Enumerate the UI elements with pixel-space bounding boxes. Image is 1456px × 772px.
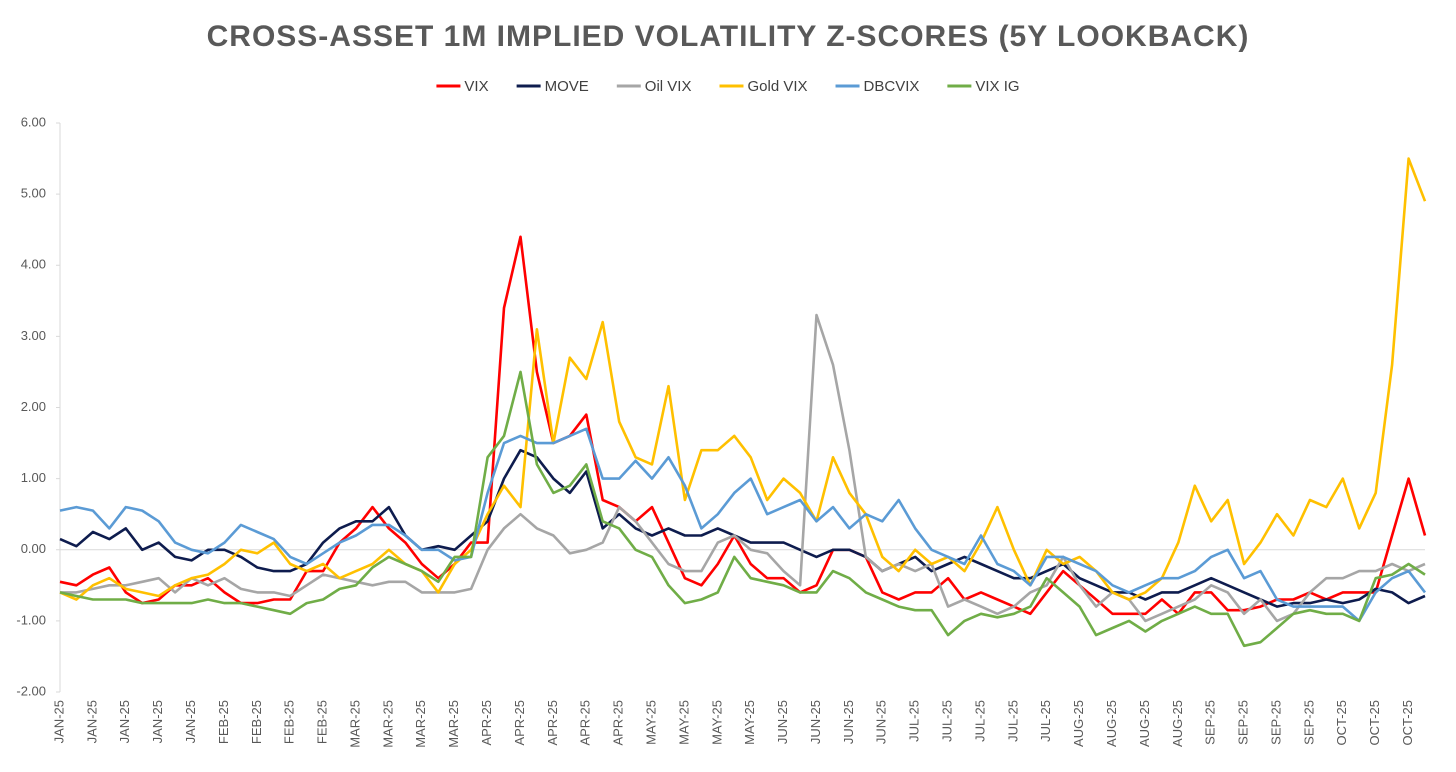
x-tick-label: APR-25: [479, 700, 494, 746]
x-tick-label: AUG-25: [1104, 700, 1119, 747]
y-tick-label: 4.00: [21, 257, 46, 272]
legend-label: VIX IG: [975, 78, 1019, 95]
x-tick-label: APR-25: [611, 700, 626, 746]
legend-label: Oil VIX: [645, 78, 692, 95]
x-tick-label: JUN-25: [874, 700, 889, 744]
x-tick-label: MAY-25: [709, 700, 724, 745]
x-tick-label: JAN-25: [150, 700, 165, 743]
y-tick-label: 0.00: [21, 541, 46, 556]
y-tick-label: 2.00: [21, 399, 46, 414]
x-tick-label: JAN-25: [51, 700, 66, 743]
series-line: [59, 370, 1426, 648]
x-tick-label: JUL-25: [907, 700, 922, 742]
x-tick-label: SEP-25: [1301, 700, 1316, 745]
series-line: [60, 313, 1426, 623]
chart-title: CROSS-ASSET 1M IMPLIED VOLATILITY Z-SCOR…: [207, 20, 1250, 53]
legend-label: VIX: [464, 78, 488, 95]
series-line: [59, 448, 1426, 608]
y-tick-label: -1.00: [16, 612, 46, 627]
x-tick-label: APR-25: [512, 700, 527, 746]
x-tick-label: JUL-25: [972, 700, 987, 742]
x-tick-label: MAY-25: [676, 700, 691, 745]
x-tick-label: JAN-25: [183, 700, 198, 743]
series-line: [59, 427, 1427, 623]
legend-label: MOVE: [545, 78, 589, 95]
x-tick-label: JUN-25: [841, 700, 856, 744]
x-tick-label: JUL-25: [1005, 700, 1020, 742]
x-tick-label: AUG-25: [1170, 700, 1185, 747]
x-tick-label: JUL-25: [1038, 700, 1053, 742]
y-tick-label: 3.00: [21, 328, 46, 343]
x-tick-label: JAN-25: [117, 700, 132, 743]
y-tick-label: -2.00: [16, 683, 46, 698]
x-tick-label: APR-25: [545, 700, 560, 746]
x-tick-label: SEP-25: [1203, 700, 1218, 745]
x-tick-label: FEB-25: [282, 700, 297, 744]
x-tick-label: MAY-25: [742, 700, 757, 745]
x-tick-label: SEP-25: [1268, 700, 1283, 745]
x-tick-label: MAR-25: [413, 700, 428, 748]
x-tick-label: OCT-25: [1367, 700, 1382, 746]
x-tick-label: AUG-25: [1071, 700, 1086, 747]
legend-label: Gold VIX: [747, 78, 807, 95]
y-tick-label: 6.00: [21, 114, 46, 129]
x-tick-label: FEB-25: [216, 700, 231, 744]
x-tick-label: JUN-25: [808, 700, 823, 744]
x-tick-label: JUL-25: [940, 700, 955, 742]
x-tick-label: OCT-25: [1334, 700, 1349, 746]
x-tick-label: MAR-25: [380, 700, 395, 748]
x-tick-label: MAR-25: [347, 700, 362, 748]
x-tick-label: APR-25: [578, 700, 593, 746]
x-tick-label: AUG-25: [1137, 700, 1152, 747]
x-tick-label: FEB-25: [249, 700, 264, 744]
legend: VIX MOVE Oil VIX Gold VIX DBCVIX VIX IG: [436, 78, 1020, 95]
x-tick-label: SEP-25: [1236, 700, 1251, 745]
y-tick-label: 5.00: [21, 186, 46, 201]
x-tick-label: MAY-25: [643, 700, 658, 745]
series-line: [59, 235, 1427, 616]
series-line: [59, 157, 1427, 601]
y-tick-label: 1.00: [21, 470, 46, 485]
legend-label: DBCVIX: [864, 78, 920, 95]
x-tick-label: JAN-25: [84, 700, 99, 743]
x-tick-label: MAR-25: [446, 700, 461, 748]
x-tick-label: JUN-25: [775, 700, 790, 744]
x-tick-label: OCT-25: [1400, 700, 1415, 746]
x-tick-label: FEB-25: [315, 700, 330, 744]
